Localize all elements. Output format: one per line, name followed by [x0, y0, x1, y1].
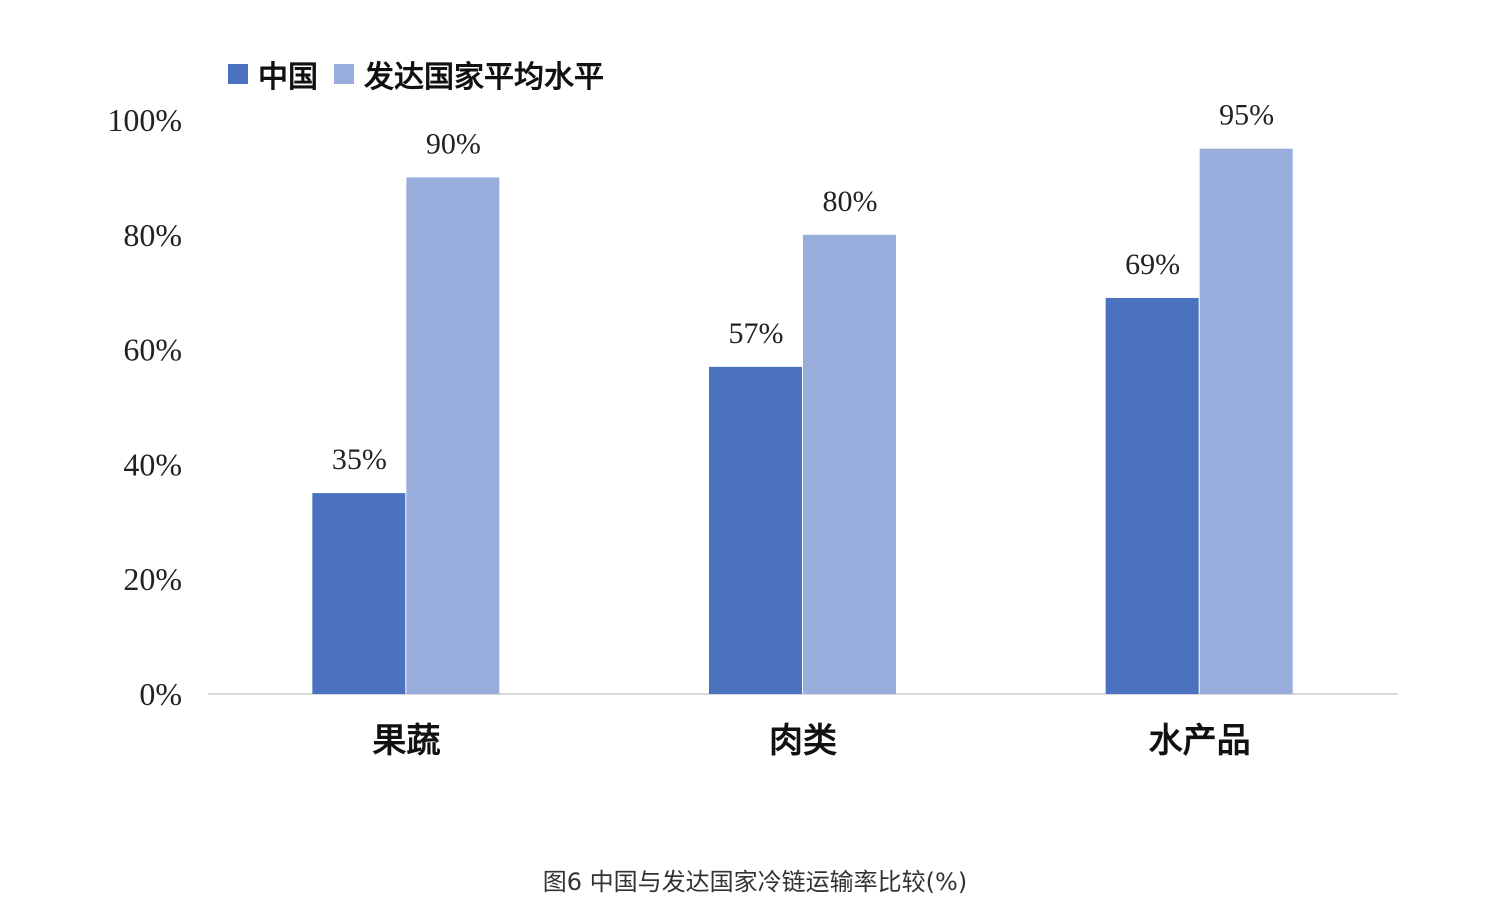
bar	[709, 366, 802, 694]
chart-legend: 中国 发达国家平均水平	[228, 52, 620, 96]
legend-item-china: 中国	[228, 52, 318, 96]
bar	[1199, 148, 1293, 694]
data-label: 95%	[1219, 99, 1274, 132]
bar	[406, 177, 500, 694]
x-tick-label: 水产品	[1149, 721, 1251, 761]
legend-swatch-developed	[334, 64, 354, 84]
data-label: 69%	[1125, 248, 1180, 281]
y-tick-label: 20%	[123, 561, 182, 597]
legend-swatch-china	[228, 64, 248, 84]
figure-caption: 图6 中国与发达国家冷链运输率比较(%)	[542, 868, 968, 896]
bar	[803, 234, 896, 695]
bar	[312, 493, 406, 694]
y-tick-label: 0%	[139, 676, 182, 712]
legend-label-developed: 发达国家平均水平	[364, 60, 604, 95]
x-tick-label: 肉类	[769, 721, 837, 761]
legend-label-china: 中国	[258, 60, 318, 95]
x-tick-label: 果蔬	[372, 721, 440, 761]
data-label: 57%	[729, 317, 784, 350]
data-label: 90%	[426, 127, 481, 160]
data-label: 80%	[823, 185, 878, 218]
y-tick-label: 100%	[107, 102, 182, 138]
data-label: 35%	[332, 443, 387, 476]
y-tick-label: 60%	[123, 332, 182, 368]
legend-item-developed: 发达国家平均水平	[334, 52, 604, 96]
bar	[1105, 297, 1199, 694]
y-tick-label: 80%	[123, 217, 182, 253]
y-tick-label: 40%	[123, 446, 182, 482]
